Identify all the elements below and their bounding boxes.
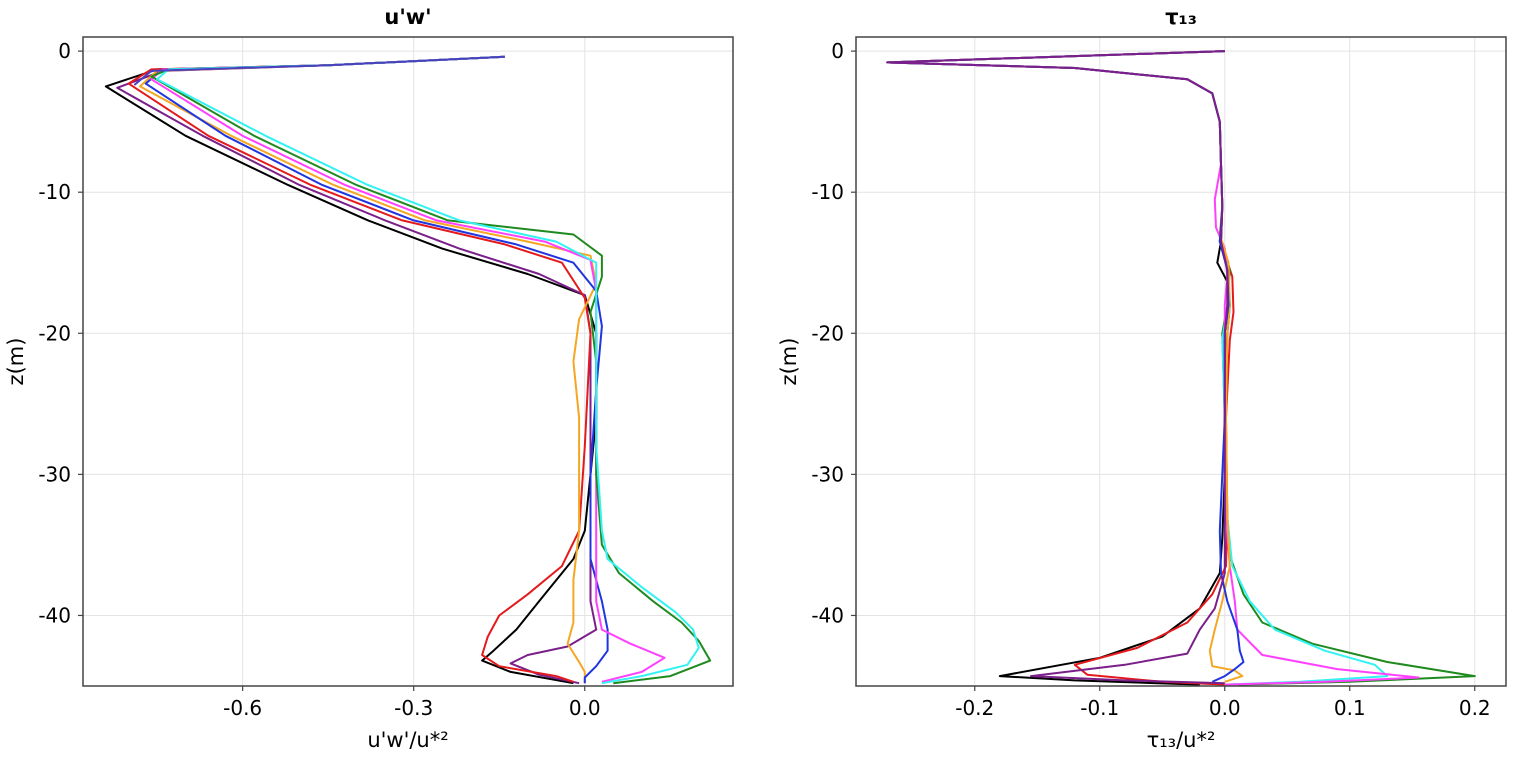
panel-title: τ₁₃ bbox=[1165, 5, 1197, 29]
plot-frame bbox=[82, 36, 734, 687]
y-tick-label: -20 bbox=[38, 321, 71, 345]
x-axis-label: τ₁₃/u*² bbox=[1147, 728, 1216, 752]
x-tick-label: 0.0 bbox=[569, 696, 601, 720]
x-tick-label: 0.0 bbox=[1209, 696, 1241, 720]
y-tick-label: -10 bbox=[38, 180, 71, 204]
x-tick-label: -0.1 bbox=[1080, 696, 1119, 720]
series-line-4 bbox=[139, 55, 598, 684]
plot-frame bbox=[855, 36, 1507, 687]
y-tick-label: -40 bbox=[38, 603, 71, 627]
y-tick-label: 0 bbox=[831, 39, 844, 63]
plot-area bbox=[83, 37, 733, 686]
y-tick-label: -40 bbox=[811, 603, 844, 627]
y-tick-label: -30 bbox=[811, 462, 844, 486]
x-tick-label: -0.2 bbox=[955, 696, 994, 720]
panel-1: -0.6 -0.3 0.0 0 -10 -20 -30 -40 u'w' u'w'/u*² z(m) bbox=[4, 5, 734, 752]
series-line-3 bbox=[127, 55, 592, 683]
series-line-8 bbox=[886, 50, 1229, 685]
x-axis-label: u'w'/u*² bbox=[367, 728, 448, 752]
series-line-8 bbox=[156, 55, 700, 685]
x-tick-label: 0.2 bbox=[1459, 696, 1491, 720]
x-tick-label: 0.1 bbox=[1334, 696, 1366, 720]
series-line-5 bbox=[144, 55, 609, 684]
panel-2: -0.2 -0.1 0.0 0.1 0.2 0 -10 -20 -30 -40 τ₁₃ τ₁₃/u*²… bbox=[777, 5, 1507, 752]
y-axis-label: z(m) bbox=[777, 338, 801, 386]
x-tick-label: -0.3 bbox=[394, 696, 433, 720]
x-tick-label: -0.6 bbox=[223, 696, 262, 720]
y-axis-label: z(m) bbox=[4, 338, 28, 386]
plot-area bbox=[856, 37, 1506, 686]
panel-title: u'w' bbox=[384, 5, 431, 29]
y-tick-label: -20 bbox=[811, 321, 844, 345]
y-tick-label: -30 bbox=[38, 462, 71, 486]
series-group bbox=[104, 55, 712, 685]
series-line-9 bbox=[133, 55, 505, 86]
series-group bbox=[886, 50, 1476, 686]
y-tick-label: -10 bbox=[811, 180, 844, 204]
y-tick-label: 0 bbox=[58, 39, 71, 63]
series-line-7 bbox=[150, 55, 712, 685]
